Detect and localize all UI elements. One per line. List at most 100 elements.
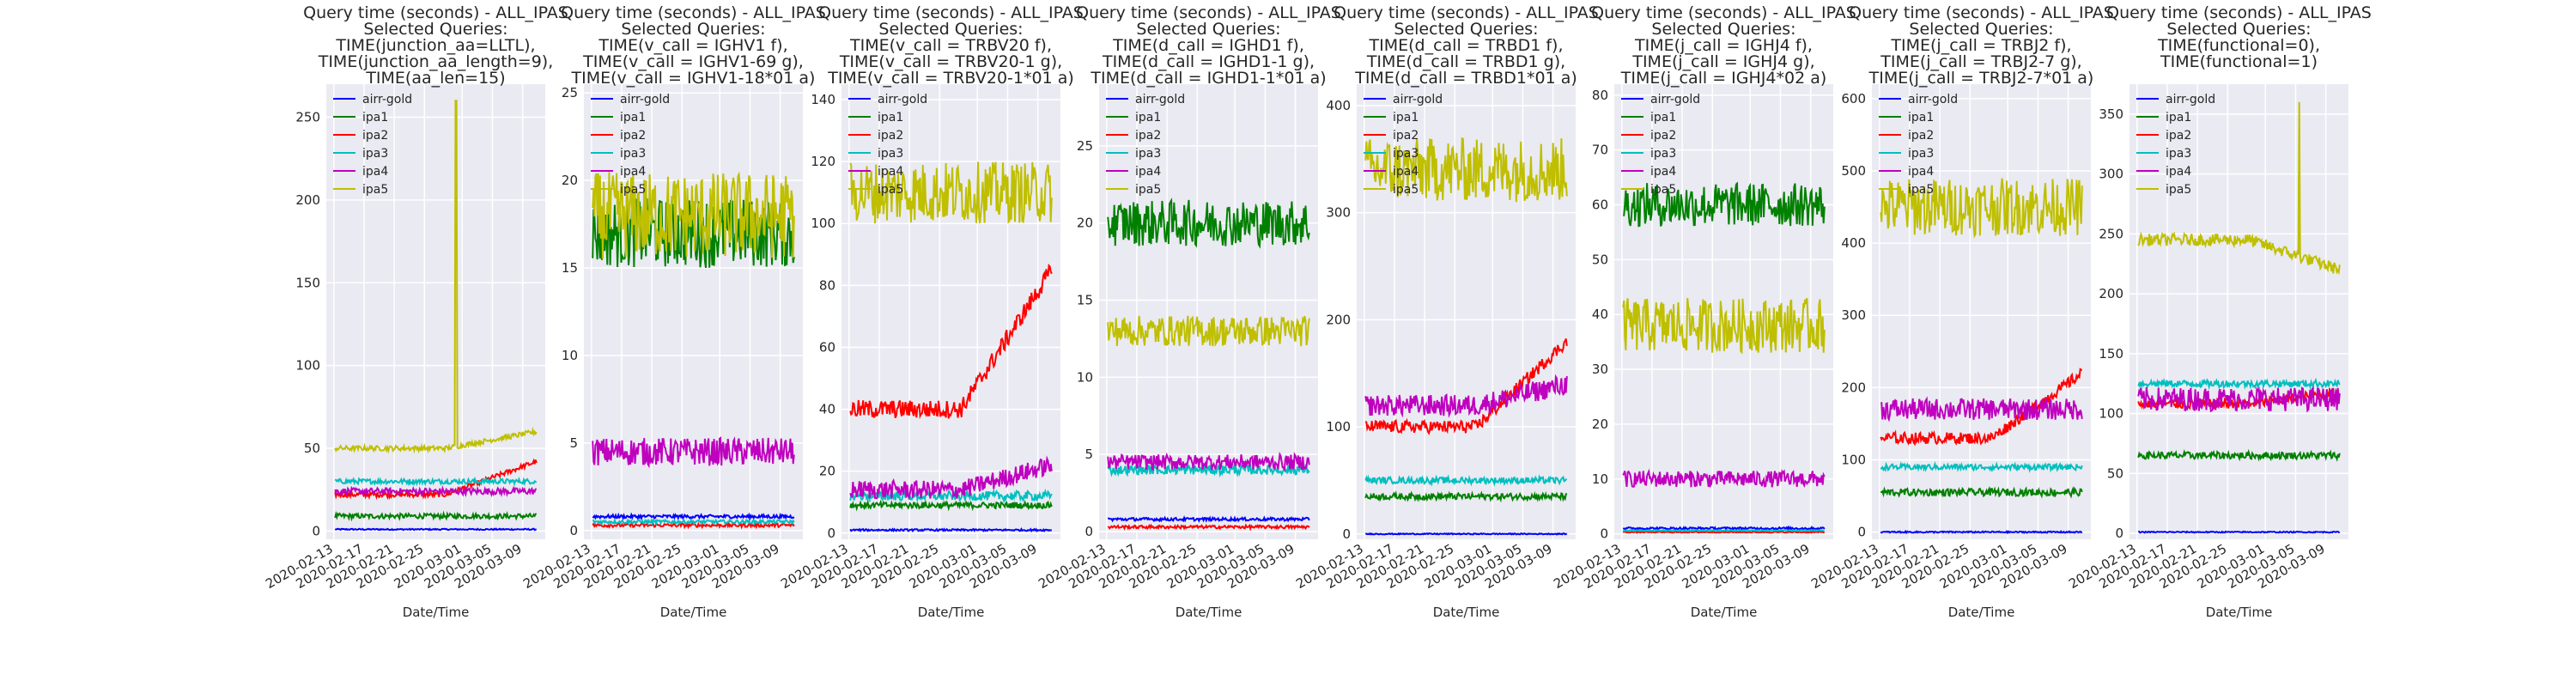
- y-tick-label: 350: [2099, 106, 2123, 122]
- y-tick-label: 0: [1084, 524, 1093, 539]
- legend: airr-gold ipa1 ipa2 ipa3 ipa4 ipa5: [591, 93, 670, 197]
- series-line-ipa2: [1107, 523, 1310, 532]
- chart-title-line: TIME(j_call = TRBJ2-7*01 a): [1868, 69, 2094, 88]
- chart-title-line: TIME(j_call = IGHJ4 g),: [1631, 52, 1814, 71]
- series-line-ipa1: [1880, 485, 2083, 499]
- y-tick-label: 10: [1077, 369, 1093, 385]
- y-tick-label: 20: [819, 464, 835, 479]
- chart-title-line: Query time (seconds) - ALL_IPAS: [818, 3, 1084, 22]
- plot-area: [584, 84, 803, 539]
- y-tick-label: 300: [2099, 167, 2123, 182]
- chart-title-line: TIME(v_call = IGHV1-69 g),: [582, 52, 804, 71]
- series-line-ipa2: [334, 458, 538, 501]
- subplot-1: 0501001502002502020-02-132020-02-172020-…: [263, 3, 568, 620]
- legend-label: ipa2: [1135, 129, 1161, 143]
- legend-label: ipa3: [2166, 147, 2191, 161]
- series-line-ipa1: [1364, 490, 1568, 503]
- y-tick-label: 15: [1077, 293, 1093, 308]
- legend-label: ipa1: [2166, 111, 2191, 125]
- y-tick-label: 200: [2099, 286, 2123, 301]
- y-tick-label: 100: [2099, 406, 2123, 422]
- y-tick-label: 60: [1592, 197, 1608, 212]
- legend-label: ipa4: [1393, 165, 1419, 179]
- y-tick-label: 0: [312, 523, 320, 538]
- series-line-ipa4: [1107, 451, 1310, 472]
- legend-label: ipa2: [1908, 129, 1934, 143]
- legend-label: ipa5: [620, 183, 646, 197]
- series-line-ipa5: [1364, 137, 1568, 203]
- plot-area: [1357, 84, 1576, 539]
- legend-label: ipa4: [1650, 165, 1676, 179]
- y-tick-label: 300: [1841, 307, 1866, 323]
- legend-label: airr-gold: [620, 93, 670, 106]
- y-tick-label: 0: [827, 526, 835, 541]
- y-tick-label: 50: [304, 441, 320, 456]
- y-tick-label: 400: [1841, 235, 1866, 251]
- y-tick-label: 50: [2107, 465, 2123, 481]
- legend-label: ipa1: [1135, 111, 1161, 125]
- y-tick-label: 5: [569, 435, 578, 451]
- series-line-ipa1: [334, 510, 538, 522]
- chart-title-line: TIME(j_call = TRBJ2 f),: [1890, 36, 2071, 55]
- plot-area: [1872, 84, 2091, 539]
- y-tick-label: 10: [562, 348, 578, 363]
- y-tick-label: 150: [2099, 346, 2123, 362]
- subplot-7: 01002003004005006002020-02-132020-02-172…: [1808, 3, 2114, 620]
- chart-title-line: TIME(d_call = IGHD1-1*01 a): [1090, 69, 1326, 88]
- series-line-airr-gold: [849, 527, 1053, 533]
- series-line-ipa3: [1107, 463, 1310, 478]
- series-line-ipa5: [1107, 315, 1310, 348]
- chart-title-line: Selected Queries:: [1394, 20, 1538, 39]
- legend-label: ipa2: [620, 129, 646, 143]
- chart-title-line: TIME(d_call = IGHD1-1 g),: [1102, 52, 1315, 71]
- y-tick-label: 100: [1841, 452, 1866, 467]
- legend-label: airr-gold: [1393, 93, 1443, 106]
- legend-label: ipa4: [362, 165, 388, 179]
- chart-title-line: TIME(v_call = TRBV20 f),: [849, 36, 1052, 55]
- y-tick-label: 10: [1592, 471, 1608, 487]
- subplot-2: 05101520252020-02-132020-02-172020-02-21…: [520, 3, 826, 620]
- legend: airr-gold ipa1 ipa2 ipa3 ipa4 ipa5: [1621, 93, 1700, 197]
- subplot-6: 010203040506070802020-02-132020-02-17202…: [1551, 3, 1856, 620]
- series-line-ipa1: [2137, 448, 2341, 462]
- chart-title-line: TIME(j_call = IGHJ4 f),: [1634, 36, 1813, 55]
- y-tick-label: 200: [1841, 380, 1866, 395]
- legend-label: ipa1: [1650, 111, 1676, 125]
- series-line-ipa5: [592, 171, 795, 259]
- series-line-ipa5: [1622, 298, 1826, 355]
- subplot-3: 0204060801001201402020-02-132020-02-1720…: [778, 3, 1084, 620]
- y-tick-label: 40: [819, 402, 835, 417]
- series-line-airr-gold: [334, 527, 537, 532]
- chart-title-line: Selected Queries:: [2166, 20, 2311, 39]
- series-line-ipa2: [849, 263, 1053, 420]
- series-line-ipa4: [334, 484, 538, 498]
- chart-title-line: TIME(d_call = TRBD1 f),: [1369, 36, 1564, 55]
- series-line-ipa1: [849, 499, 1053, 512]
- chart-title-line: TIME(junction_aa=LLTL),: [335, 36, 535, 55]
- legend-label: ipa2: [1650, 129, 1676, 143]
- y-tick-label: 50: [1592, 252, 1608, 267]
- chart-title-line: Selected Queries:: [878, 20, 1023, 39]
- y-tick-label: 5: [1084, 447, 1093, 462]
- legend-label: ipa1: [878, 111, 903, 125]
- chart-title-line: Query time (seconds) - ALL_IPAS: [561, 3, 826, 22]
- legend-label: ipa2: [2166, 129, 2191, 143]
- legend-label: ipa5: [1135, 183, 1161, 197]
- legend-label: airr-gold: [1650, 93, 1700, 106]
- y-tick-label: 70: [1592, 143, 1608, 158]
- series-line-ipa5: [1880, 178, 2083, 239]
- legend-label: ipa1: [362, 111, 388, 125]
- series-line-ipa2: [1880, 368, 2082, 447]
- legend-label: ipa5: [1908, 183, 1934, 197]
- series-line-ipa4: [1880, 396, 2083, 423]
- legend: airr-gold ipa1 ipa2 ipa3 ipa4 ipa5: [1879, 93, 1958, 197]
- chart-title-line: TIME(d_call = TRBD1 g),: [1366, 52, 1565, 71]
- series-line-ipa4: [849, 455, 1053, 501]
- chart-title-line: TIME(v_call = TRBV20-1 g),: [839, 52, 1062, 71]
- legend-label: ipa2: [878, 129, 903, 143]
- y-tick-label: 0: [569, 523, 578, 538]
- subplot-4: 05101520252020-02-132020-02-172020-02-21…: [1036, 3, 1341, 620]
- legend-label: ipa3: [1908, 147, 1934, 161]
- plot-area: [326, 84, 545, 539]
- series-line-ipa4: [592, 435, 795, 469]
